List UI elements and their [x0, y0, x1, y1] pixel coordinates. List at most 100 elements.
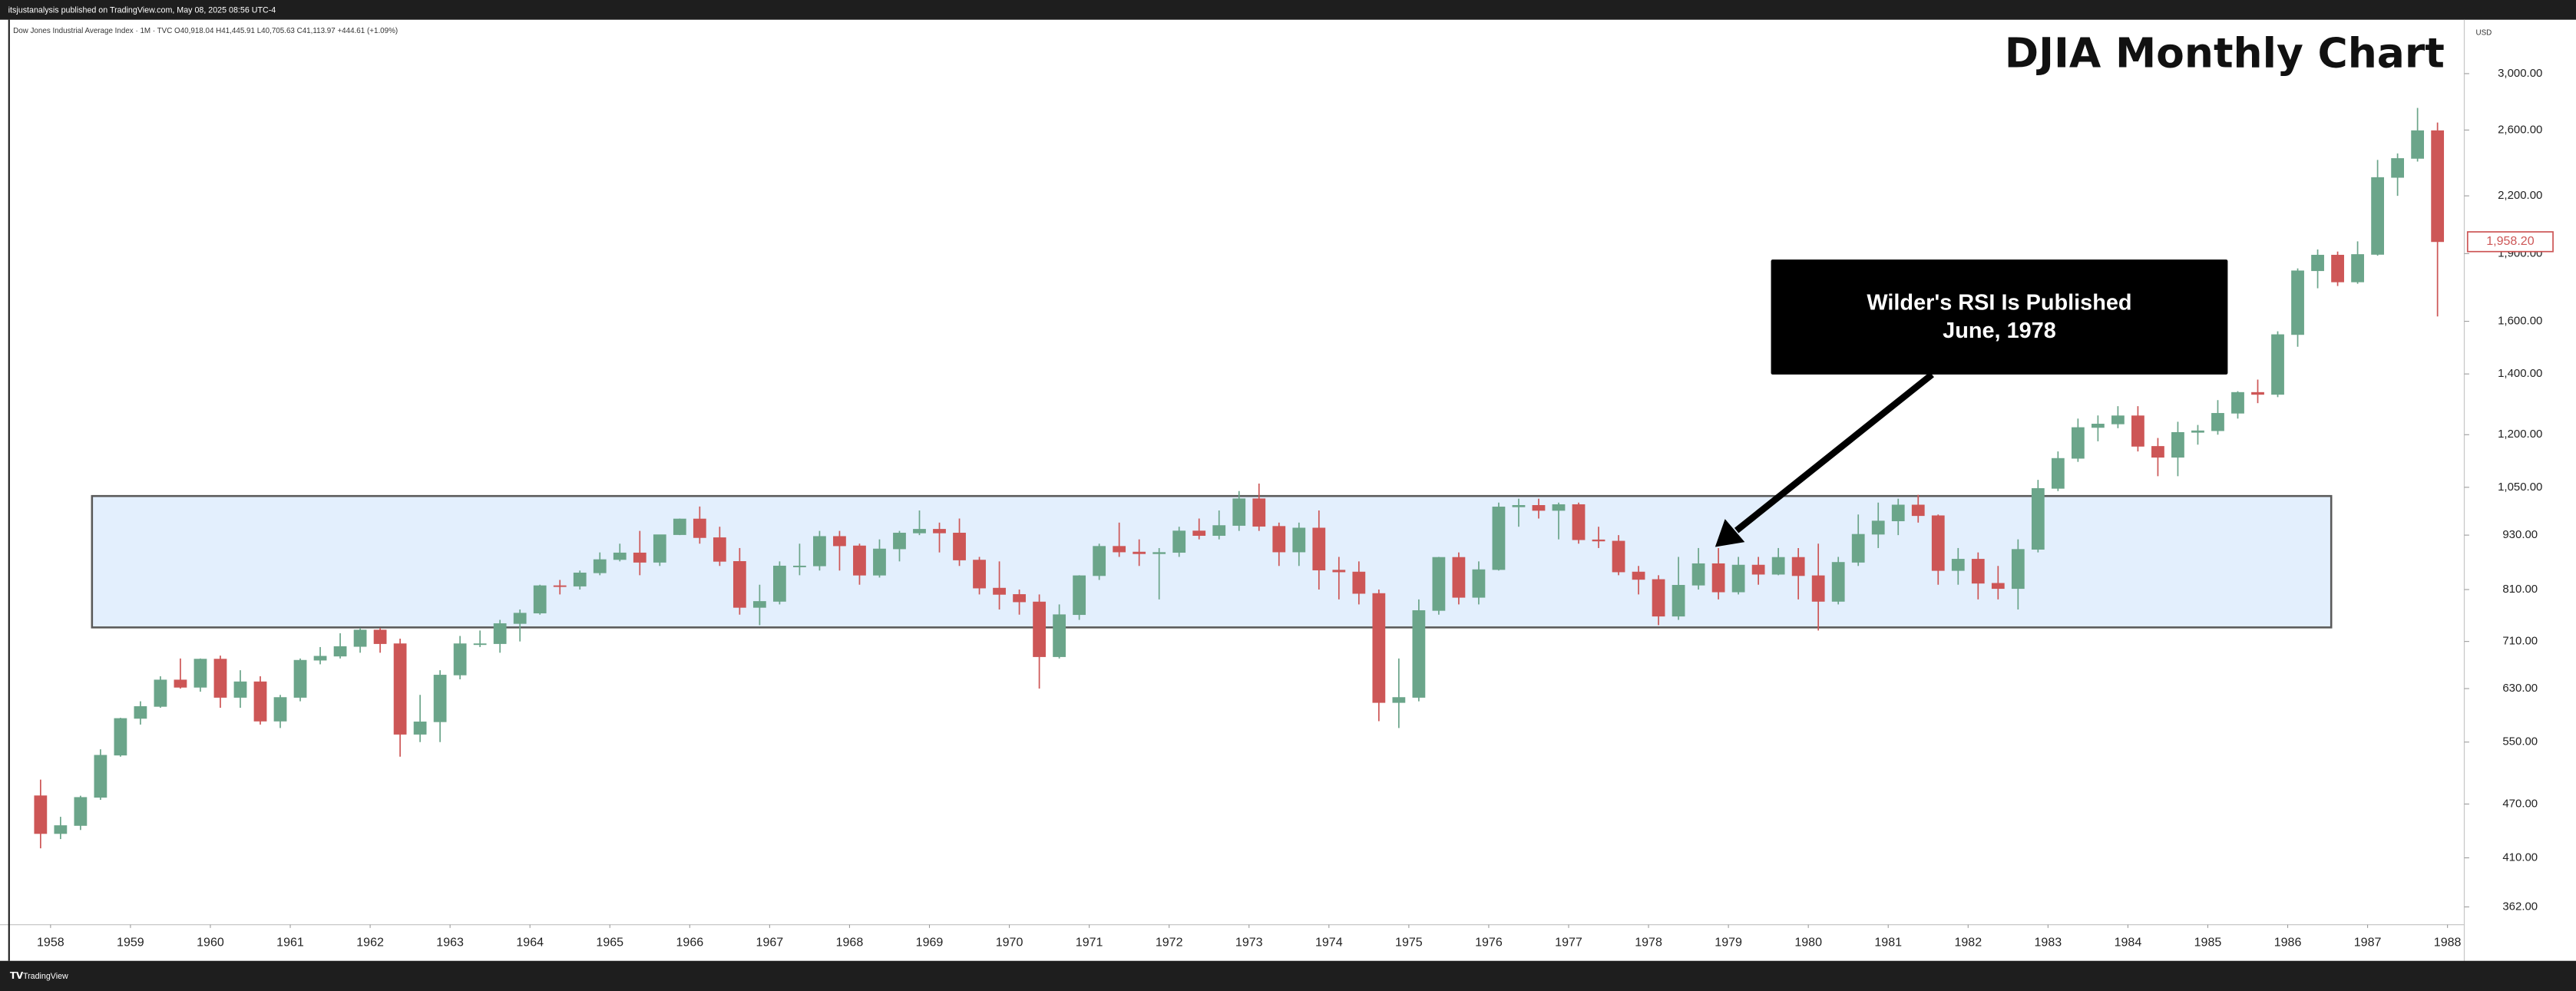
- x-tick-label: 1982: [1954, 935, 1982, 949]
- y-tick-label: 1,400.00: [2498, 367, 2542, 380]
- candle-body: [1811, 575, 1825, 602]
- x-tick-label: 1983: [2035, 935, 2062, 949]
- candle-body: [293, 659, 307, 698]
- last-price-label: 1,958.20: [2486, 234, 2534, 248]
- candle-body: [793, 565, 806, 567]
- candle-body: [473, 643, 487, 646]
- symbol-info: Dow Jones Industrial Average Index · 1M …: [13, 27, 398, 35]
- candle-body: [1292, 527, 1306, 553]
- candle-body: [1831, 562, 1845, 602]
- candle-body: [593, 559, 607, 573]
- x-tick-label: 1958: [37, 935, 64, 949]
- candle-body: [653, 534, 666, 563]
- y-tick-label: 2,600.00: [2498, 123, 2542, 136]
- candle-body: [713, 537, 726, 562]
- candle-body: [1013, 594, 1026, 603]
- candle-body: [2311, 254, 2324, 272]
- x-tick-label: 1971: [1076, 935, 1103, 949]
- candle-body: [2171, 431, 2184, 458]
- time-axis: 1958 1959 1960 1961 1962 1963 1964 1965 1966 1967…: [37, 924, 2462, 949]
- x-tick-label: 1964: [516, 935, 544, 949]
- currency: USD: [2475, 28, 2492, 37]
- candle-body: [1791, 557, 1805, 576]
- candle-body: [2431, 130, 2445, 243]
- x-tick-label: 1986: [2274, 935, 2302, 949]
- candle-body: [1552, 504, 1566, 511]
- candle-body: [1432, 557, 1446, 611]
- x-tick-label: 1965: [596, 935, 623, 949]
- publisher: itsjustanalysis published on TradingView…: [8, 6, 276, 15]
- candle-body: [94, 755, 107, 798]
- candle-body: [1252, 498, 1266, 527]
- candle-body: [573, 572, 587, 586]
- candle-body: [853, 545, 866, 576]
- candle-body: [1033, 601, 1046, 657]
- x-tick-label: 1988: [2434, 935, 2462, 949]
- candle-body: [2191, 430, 2204, 433]
- candle-body: [213, 659, 227, 698]
- candle-body: [1312, 527, 1326, 570]
- candle-body: [393, 643, 407, 735]
- candle-body: [1232, 498, 1246, 526]
- candle-body: [1592, 539, 1605, 542]
- candle-body: [233, 681, 247, 698]
- candle-body: [2051, 458, 2065, 489]
- x-tick-label: 1981: [1874, 935, 1902, 949]
- candle-body: [1931, 515, 1945, 571]
- y-tick-label: 1,600.00: [2498, 315, 2542, 328]
- x-tick-label: 1980: [1794, 935, 1822, 949]
- candle-body: [413, 722, 427, 735]
- candle-body: [1572, 504, 1586, 540]
- x-tick-label: 1975: [1395, 935, 1423, 949]
- candle-body: [154, 679, 167, 707]
- chart-title: DJIA Monthly Chart: [2005, 28, 2445, 77]
- candle-body: [54, 825, 68, 834]
- candle-body: [1612, 540, 1625, 573]
- candle-body: [114, 718, 127, 756]
- candle-body: [253, 681, 267, 722]
- candle-body: [433, 675, 447, 722]
- candle-body: [1352, 571, 1366, 594]
- candle-body: [1991, 583, 2005, 590]
- candle-body: [1133, 551, 1146, 554]
- x-tick-label: 1979: [1715, 935, 1742, 949]
- candle-body: [2131, 415, 2144, 447]
- candle-body: [1172, 530, 1186, 553]
- candle-body: [773, 565, 786, 602]
- candle-body: [633, 552, 646, 563]
- candle-body: [2011, 549, 2025, 590]
- x-tick-label: 1972: [1156, 935, 1183, 949]
- callout-line: Wilder's RSI Is Published: [1867, 290, 2131, 315]
- x-tick-label: 1967: [756, 935, 784, 949]
- y-tick-label: 1,050.00: [2498, 481, 2542, 494]
- candle-body: [2092, 424, 2105, 428]
- x-tick-label: 1987: [2354, 935, 2382, 949]
- candle-body: [833, 536, 846, 547]
- candle-body: [2151, 446, 2164, 458]
- x-tick-label: 1968: [836, 935, 864, 949]
- candle-body: [752, 601, 766, 608]
- x-tick-label: 1985: [2194, 935, 2222, 949]
- candle-body: [513, 613, 527, 624]
- last-price-box: [2466, 231, 2554, 253]
- candle-body: [74, 797, 88, 826]
- candle-body: [373, 629, 387, 644]
- y-tick-label: 630.00: [2502, 682, 2538, 695]
- top-bar: [0, 0, 2576, 20]
- candle-body: [1751, 564, 1765, 575]
- candle-body: [1392, 697, 1406, 703]
- candle-body: [732, 561, 746, 608]
- candle-body: [1771, 557, 1785, 575]
- candle-body: [1053, 614, 1066, 657]
- x-tick-label: 1978: [1635, 935, 1662, 949]
- candle-body: [134, 706, 147, 719]
- x-tick-label: 1963: [436, 935, 464, 949]
- y-tick-label: 710.00: [2502, 635, 2538, 648]
- candle-body: [1871, 520, 1885, 535]
- candle-body: [1891, 504, 1905, 521]
- x-tick-label: 1969: [916, 935, 944, 949]
- candle-body: [2371, 177, 2384, 255]
- candle-body: [333, 646, 347, 657]
